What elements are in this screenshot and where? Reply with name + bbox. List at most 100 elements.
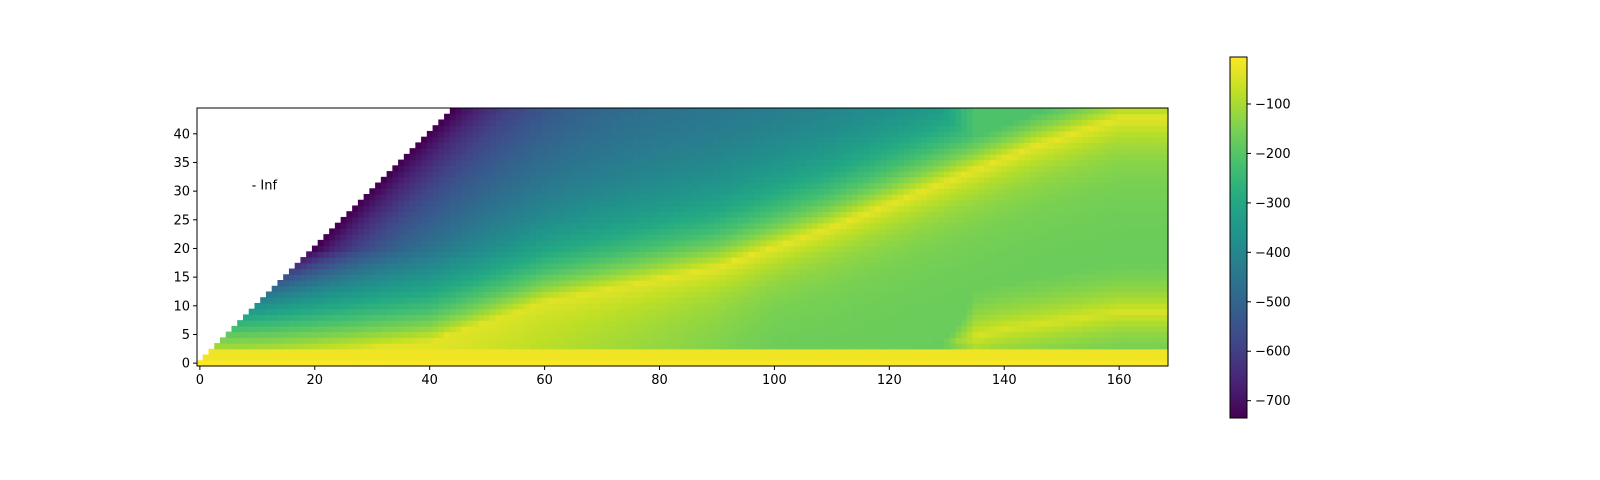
- heatmap-cell: [484, 343, 491, 350]
- heatmap-cell: [576, 245, 583, 252]
- heatmap-cell: [369, 343, 376, 350]
- heatmap-cell: [438, 291, 445, 298]
- heatmap-cell: [535, 262, 543, 270]
- heatmap-cell: [558, 228, 566, 235]
- heatmap-cell: [857, 337, 865, 344]
- heatmap-cell: [334, 280, 342, 287]
- heatmap-cell: [219, 354, 227, 361]
- heatmap-cell: [317, 268, 325, 275]
- heatmap-cell: [737, 354, 744, 361]
- heatmap-cell: [375, 262, 382, 270]
- heatmap-cell: [518, 291, 526, 298]
- heatmap-cell: [323, 274, 330, 281]
- heatmap-cell: [329, 343, 336, 350]
- heatmap-cell: [880, 245, 888, 252]
- heatmap-cell: [1104, 308, 1112, 315]
- heatmap-cell: [696, 285, 704, 293]
- heatmap-cell: [1018, 274, 1025, 281]
- heatmap-cell: [760, 234, 767, 241]
- heatmap-cell: [593, 188, 600, 195]
- heatmap-cell: [817, 302, 824, 310]
- heatmap-cell: [978, 205, 985, 212]
- heatmap-cell: [765, 314, 773, 321]
- heatmap-cell: [719, 234, 727, 241]
- heatmap-cell: [806, 239, 813, 247]
- heatmap-cell: [668, 354, 675, 361]
- heatmap-cell: [920, 291, 928, 298]
- heatmap-cell: [1116, 280, 1123, 287]
- heatmap-cell: [438, 262, 445, 270]
- heatmap-cell: [783, 320, 790, 327]
- heatmap-cell: [668, 262, 675, 270]
- heatmap-cell: [1081, 331, 1089, 338]
- heatmap-cell: [432, 182, 439, 189]
- heatmap-cell: [869, 194, 876, 201]
- heatmap-cell: [984, 222, 991, 229]
- heatmap-cell: [461, 188, 468, 195]
- heatmap-cell: [1156, 257, 1163, 264]
- heatmap-cell: [880, 268, 888, 275]
- heatmap-cell: [645, 188, 652, 195]
- heatmap-cell: [702, 234, 709, 241]
- heatmap-cell: [1053, 320, 1060, 327]
- heatmap-cell: [829, 188, 836, 195]
- heatmap-cell: [478, 199, 485, 207]
- heatmap-cell: [202, 360, 210, 367]
- heatmap-cell: [1099, 308, 1106, 315]
- heatmap-cell: [535, 297, 543, 304]
- heatmap-cell: [823, 222, 830, 229]
- heatmap-cell: [800, 239, 807, 247]
- heatmap-cell: [1018, 297, 1025, 304]
- heatmap-cell: [668, 302, 675, 310]
- heatmap-cell: [938, 285, 945, 293]
- heatmap-cell: [1093, 199, 1100, 207]
- heatmap-cell: [1145, 228, 1152, 235]
- heatmap-cell: [823, 274, 830, 281]
- heatmap-cell: [932, 262, 939, 270]
- heatmap-cell: [1058, 325, 1066, 333]
- heatmap-cell: [1030, 291, 1037, 298]
- heatmap-cell: [765, 251, 773, 258]
- heatmap-cell: [1081, 280, 1089, 287]
- heatmap-cell: [375, 245, 382, 252]
- heatmap-cell: [1093, 194, 1100, 201]
- heatmap-cell: [541, 199, 549, 207]
- heatmap-cell: [840, 182, 847, 189]
- heatmap-cell: [392, 285, 399, 293]
- heatmap-cell: [817, 291, 824, 298]
- heatmap-cell: [920, 188, 928, 195]
- heatmap-cell: [323, 251, 330, 258]
- heatmap-cell: [340, 314, 347, 321]
- heatmap-cell: [645, 199, 652, 207]
- heatmap-cell: [915, 337, 922, 344]
- heatmap-cell: [622, 314, 629, 321]
- heatmap-cell: [806, 308, 813, 315]
- heatmap-cell: [260, 348, 267, 356]
- heatmap-cell: [840, 320, 847, 327]
- heatmap-cell: [426, 251, 434, 258]
- heatmap-cell: [484, 337, 491, 344]
- heatmap-cell: [1162, 182, 1169, 189]
- heatmap-cell: [943, 308, 951, 315]
- heatmap-cell: [673, 234, 681, 241]
- heatmap-cell: [438, 297, 445, 304]
- heatmap-cell: [938, 251, 945, 258]
- heatmap-cell: [449, 331, 457, 338]
- heatmap-cell: [507, 325, 514, 333]
- heatmap-cell: [294, 262, 302, 270]
- heatmap-cell: [334, 325, 342, 333]
- heatmap-cell: [943, 182, 951, 189]
- heatmap-cell: [197, 360, 204, 367]
- heatmap-cell: [1030, 297, 1037, 304]
- heatmap-cell: [271, 360, 279, 367]
- heatmap-cell: [737, 199, 744, 207]
- heatmap-cell: [708, 314, 715, 321]
- heatmap-cell: [398, 239, 405, 247]
- heatmap-cell: [903, 325, 911, 333]
- heatmap-cell: [633, 337, 641, 344]
- heatmap-cell: [765, 354, 773, 361]
- heatmap-cell: [1162, 291, 1169, 298]
- heatmap-cell: [501, 262, 508, 270]
- heatmap-cell: [829, 262, 836, 270]
- heatmap-cell: [357, 245, 365, 252]
